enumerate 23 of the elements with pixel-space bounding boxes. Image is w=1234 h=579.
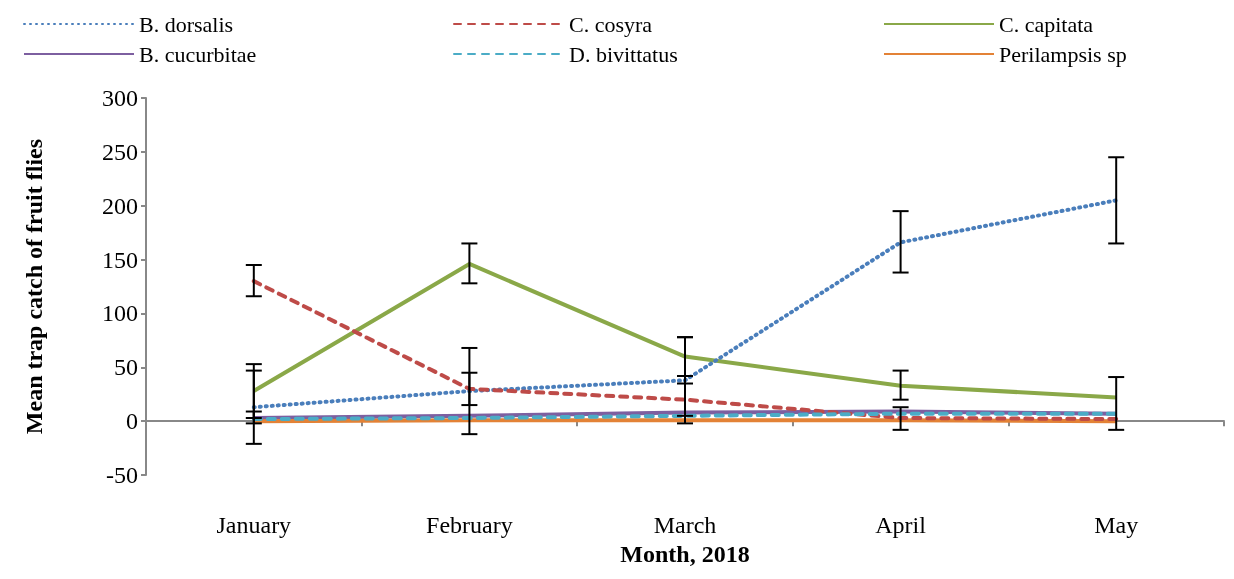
x-tick-label: May: [1094, 512, 1139, 539]
legend-label: C. cosyra: [569, 11, 653, 37]
x-axis-title: Month, 2018: [620, 541, 750, 567]
x-tick-label: March: [653, 512, 717, 539]
y-tick-label: 150: [102, 246, 138, 273]
line-series: [251, 198, 1119, 410]
y-tick-label: 200: [102, 192, 138, 219]
legend-label: C. capitata: [999, 11, 1094, 37]
legend-label: B. cucurbitae: [139, 41, 257, 67]
legend-label: Perilampsis sp: [999, 41, 1127, 67]
y-tick-label: 100: [102, 300, 138, 327]
x-tick-label: January: [216, 512, 292, 539]
y-tick-label: 250: [102, 138, 138, 165]
y-tick-label: 0: [126, 408, 138, 435]
legend-label: B. dorsalis: [139, 11, 234, 37]
y-tick-label: 300: [102, 85, 138, 111]
x-tick-label: April: [875, 512, 927, 539]
y-tick-label: -50: [106, 462, 138, 489]
y-axis-title: Mean trap catch of fruit flies: [21, 138, 47, 435]
x-tick-label: February: [426, 512, 513, 539]
legend-label: D. bivittatus: [569, 41, 678, 67]
line-series: [251, 279, 1119, 422]
y-tick-label: 50: [114, 354, 138, 381]
